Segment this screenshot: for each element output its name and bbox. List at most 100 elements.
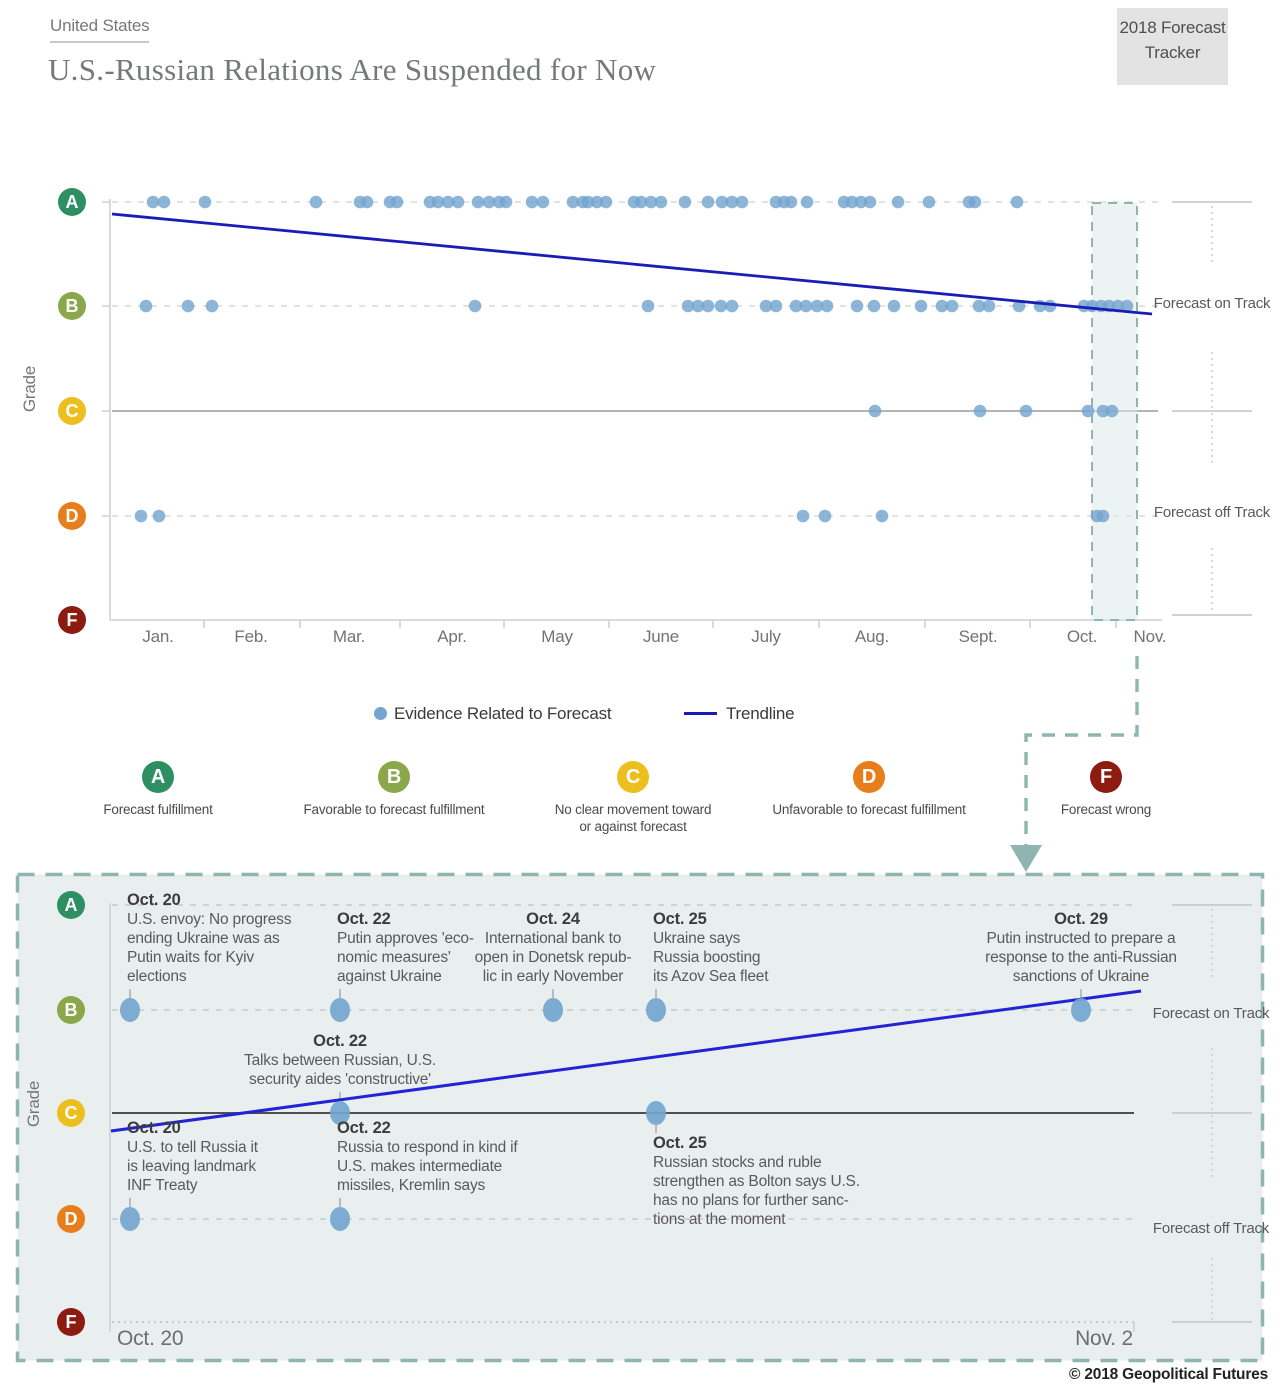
main-y-axis-label: Grade <box>20 365 39 413</box>
evidence-point <box>914 299 928 313</box>
inset-evidence-point <box>120 1207 140 1231</box>
page-title: U.S.-Russian Relations Are Suspended for… <box>48 52 657 87</box>
region-link[interactable]: United States <box>50 16 150 43</box>
evidence-point <box>810 299 824 313</box>
evidence-point <box>818 509 832 523</box>
evidence-point <box>735 195 749 209</box>
evidence-legend-dot-icon <box>374 707 387 720</box>
grade-badge-c: C <box>57 1099 85 1127</box>
evidence-point <box>525 195 539 209</box>
evidence-point <box>887 299 901 313</box>
grade-key-description: No clear movement toward or against forec… <box>554 802 712 834</box>
event-text-line: Putin approves 'eco- <box>337 930 474 947</box>
evidence-point <box>205 299 219 313</box>
inset-evidence-point <box>330 1207 350 1231</box>
tracker-badge: 2018 Forecast Tracker <box>1117 8 1228 85</box>
event-text-line: Russia boosting <box>653 949 761 966</box>
inset-axis-end-label: Nov. 2 <box>1075 1327 1133 1350</box>
grade-key-badge-b: B <box>378 761 410 793</box>
event-text-line: response to the anti-Russian <box>985 949 1177 966</box>
event-date: Oct. 24 <box>526 910 580 928</box>
evidence-legend-label: Evidence Related to Forecast <box>394 704 612 723</box>
month-tick-label: Feb. <box>234 627 268 646</box>
event-text-line: lic in early November <box>482 968 624 985</box>
evidence-point <box>973 404 987 418</box>
evidence-point <box>139 299 153 313</box>
main-right-axis <box>1172 201 1252 616</box>
grade-key-badge-c: C <box>617 761 649 793</box>
evidence-point <box>691 299 705 313</box>
month-tick-label: Jan. <box>142 627 174 646</box>
trendline-inset <box>110 989 1142 1133</box>
event-annotation: Oct. 25 Ukraine says Russia boosting its Az… <box>653 909 769 986</box>
evidence-point <box>152 509 166 523</box>
evidence-point <box>850 299 864 313</box>
evidence-point <box>868 404 882 418</box>
grade-key-description: Favorable to forecast fulfillment <box>303 802 485 817</box>
evidence-point <box>441 195 455 209</box>
event-text-line: International bank to <box>484 930 622 947</box>
evidence-point <box>863 195 877 209</box>
grade-badge-d: D <box>58 502 86 530</box>
event-annotation: Oct. 22 Talks between Russian, U.S. securi… <box>244 1031 436 1089</box>
evidence-point <box>968 195 982 209</box>
evidence-point <box>701 195 715 209</box>
trendline-main <box>111 212 1153 316</box>
event-annotation: Oct. 25 Russian stocks and ruble strengthe… <box>653 1133 860 1229</box>
month-tick-label: Nov. <box>1133 627 1167 646</box>
event-text-line: Russia to respond in kind if <box>337 1139 518 1156</box>
grade-badge-a: A <box>57 891 85 919</box>
evidence-points-inset <box>120 998 1091 1231</box>
inset-right-axis <box>1172 904 1252 1323</box>
forecast-off-track-label-inset: Forecast off Track <box>1152 1219 1270 1237</box>
evidence-point <box>431 195 445 209</box>
evidence-point <box>644 195 658 209</box>
event-text-line: elections <box>127 968 187 985</box>
grade-badge-c: C <box>58 397 86 425</box>
event-date: Oct. 20 <box>127 1119 181 1137</box>
main-axes <box>102 199 1162 628</box>
evidence-point <box>599 195 613 209</box>
evidence-point <box>845 195 859 209</box>
evidence-point <box>799 299 813 313</box>
event-date: Oct. 25 <box>653 1134 707 1152</box>
event-text-line: U.S. to tell Russia it <box>127 1139 258 1156</box>
inset-evidence-point <box>1071 998 1091 1022</box>
month-tick-label: July <box>751 627 781 646</box>
inset-evidence-point <box>120 998 140 1022</box>
month-tick-label: Sept. <box>958 627 998 646</box>
event-text-line: is leaving landmark <box>127 1158 256 1175</box>
month-ticks <box>203 620 1117 628</box>
evidence-point <box>820 299 834 313</box>
event-text-line: U.S. makes intermediate <box>337 1158 503 1175</box>
evidence-points-main <box>134 195 1134 523</box>
event-date: Oct. 22 <box>337 1119 391 1137</box>
evidence-point <box>701 299 715 313</box>
grade-badge-d: D <box>57 1205 85 1233</box>
trendline-legend-swatch-icon <box>684 712 717 715</box>
evidence-point <box>360 195 374 209</box>
event-text-line: Talks between Russian, U.S. <box>244 1052 436 1069</box>
month-tick-label: Apr. <box>437 627 467 646</box>
evidence-point <box>536 195 550 209</box>
event-text-line: U.S. envoy: No progress <box>127 911 292 928</box>
month-tick-label: June <box>642 627 680 646</box>
evidence-point <box>309 195 323 209</box>
event-annotation: Oct. 20 U.S. to tell Russia it is leaving … <box>127 1118 258 1195</box>
evidence-point <box>146 195 160 209</box>
event-date: Oct. 22 <box>313 1032 367 1050</box>
grade-key-badge-a: A <box>142 761 174 793</box>
evidence-point <box>641 299 655 313</box>
inset-axis-start-label: Oct. 20 <box>117 1327 184 1350</box>
event-date: Oct. 20 <box>127 891 181 909</box>
event-text-line: Putin instructed to prepare a <box>986 930 1176 947</box>
evidence-point <box>725 195 739 209</box>
event-text-line: Russian stocks and ruble <box>653 1154 822 1171</box>
evidence-point <box>157 195 171 209</box>
inset-gridlines <box>109 903 1137 1332</box>
evidence-point <box>581 195 595 209</box>
evidence-point <box>725 299 739 313</box>
event-annotation: Oct. 24 International bank to open in Done… <box>475 909 632 986</box>
evidence-point <box>769 299 783 313</box>
